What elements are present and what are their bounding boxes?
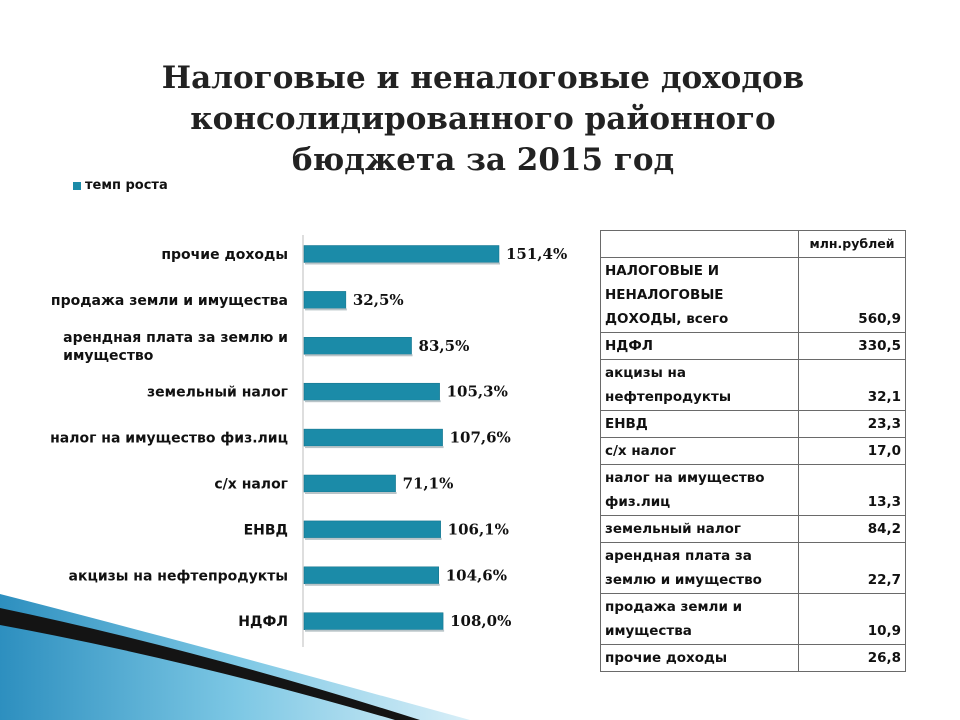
table-cell-value: 560,9 xyxy=(798,257,906,333)
value-label-1: 32,5% xyxy=(353,291,404,309)
bar-shadow-0 xyxy=(305,262,500,265)
table-label-line: налог на имущество xyxy=(605,470,765,486)
category-label-8-0: НДФЛ xyxy=(238,614,288,630)
table-row: ЕНВД 23,3 xyxy=(600,410,906,438)
table-row: арендная плата за землю и имущество 22,7 xyxy=(600,542,906,594)
bar-4 xyxy=(303,428,443,447)
table-cell-label: НАЛОГОВЫЕ И НЕНАЛОГОВЫЕ ДОХОДЫ, всего xyxy=(600,257,799,333)
bar-group: 151,4% прочие доходы 32,5% продажа земли и … xyxy=(50,245,567,632)
page-title: Налоговые и неналоговые доходов консолид… xyxy=(0,58,960,181)
table-row: прочие доходы 26,8 xyxy=(600,644,906,672)
table-cell-value: 17,0 xyxy=(798,437,906,465)
table-label-line: с/х налог xyxy=(605,443,676,459)
table-label-line: акцизы на xyxy=(605,365,686,381)
bar-7 xyxy=(303,566,439,585)
chart-legend: темп роста xyxy=(73,178,168,193)
bar-shadow-7 xyxy=(305,583,440,586)
category-label-2-1: имущество xyxy=(63,348,154,364)
table-label-line: арендная плата за xyxy=(605,548,752,564)
table-label-line: нефтепродукты xyxy=(605,389,732,405)
table-cell-label: арендная плата за землю и имущество xyxy=(600,542,799,594)
value-label-5: 71,1% xyxy=(403,475,454,493)
table-cell-label: земельный налог xyxy=(600,515,799,543)
table-row: акцизы на нефтепродукты 32,1 xyxy=(600,359,906,411)
bar-chart: 151,4% прочие доходы 32,5% продажа земли и … xyxy=(50,235,567,647)
bar-1 xyxy=(303,291,347,309)
table-cell-value: 23,3 xyxy=(798,410,906,438)
table-cell-label: продажа земли и имущества xyxy=(600,593,799,645)
bar-shadow-6 xyxy=(305,537,442,540)
title-line-1: Налоговые и неналоговые доходов xyxy=(161,60,805,96)
table-cell-value: 26,8 xyxy=(798,644,906,672)
table-cell-value: 32,1 xyxy=(798,359,906,411)
table-row: налог на имущество физ.лиц 13,3 xyxy=(600,464,906,516)
legend-label: темп роста xyxy=(85,178,168,193)
table-cell-value: 330,5 xyxy=(798,332,906,360)
bar-2 xyxy=(303,337,412,355)
table-label-line: ЕНВД xyxy=(605,416,648,432)
table-label-line: землю и имущество xyxy=(605,572,762,588)
category-label-5-0: с/х налог xyxy=(214,477,288,493)
table-cell-label: с/х налог xyxy=(600,437,799,465)
table-unit-row: млн.рублей xyxy=(600,230,906,258)
table-unit-spacer xyxy=(600,230,799,258)
bar-shadow-4 xyxy=(305,446,444,449)
bar-6 xyxy=(303,520,441,539)
table-cell-value: 22,7 xyxy=(798,542,906,594)
table-cell-label: НДФЛ xyxy=(600,332,799,360)
table-cell-label: прочие доходы xyxy=(600,644,799,672)
category-label-7-0: акцизы на нефтепродукты xyxy=(69,568,289,584)
table-label-line: ДОХОДЫ, всего xyxy=(605,311,729,327)
table-label-line: продажа земли и xyxy=(605,599,743,615)
bar-5 xyxy=(303,474,396,493)
title-line-2: консолидированного районного xyxy=(190,101,776,137)
table-label-line: НДФЛ xyxy=(605,338,653,354)
bar-shadow-2 xyxy=(305,354,413,357)
value-label-2: 83,5% xyxy=(419,337,470,355)
value-label-4: 107,6% xyxy=(450,429,511,447)
value-label-7: 104,6% xyxy=(446,566,507,584)
value-label-8: 108,0% xyxy=(450,612,511,630)
table-unit-label: млн.рублей xyxy=(798,230,906,258)
bar-shadow-3 xyxy=(305,400,441,403)
value-label-6: 106,1% xyxy=(448,520,509,538)
bar-3 xyxy=(303,382,440,401)
value-label-0: 151,4% xyxy=(506,245,567,263)
value-label-3: 105,3% xyxy=(447,383,508,401)
table-label-line: прочие доходы xyxy=(605,650,728,666)
table-row: с/х налог 17,0 xyxy=(600,437,906,465)
table-cell-value: 10,9 xyxy=(798,593,906,645)
table-label-line: земельный налог xyxy=(605,521,741,537)
bar-8 xyxy=(303,612,444,630)
table-cell-label: ЕНВД xyxy=(600,410,799,438)
title-line-3: бюджета за 2015 год xyxy=(291,142,675,178)
table-cell-label: налог на имущество физ.лиц xyxy=(600,464,799,516)
table-row: НАЛОГОВЫЕ И НЕНАЛОГОВЫЕ ДОХОДЫ, всего 560,9 xyxy=(600,257,906,333)
table-label-line: НАЛОГОВЫЕ И xyxy=(605,263,720,279)
table-cell-value: 13,3 xyxy=(798,464,906,516)
bar-shadow-1 xyxy=(305,308,347,311)
category-label-0-0: прочие доходы xyxy=(161,247,288,263)
table-label-line: НЕНАЛОГОВЫЕ xyxy=(605,287,724,303)
table-row: НДФЛ 330,5 xyxy=(600,332,906,360)
bar-shadow-5 xyxy=(305,492,397,494)
bar-0 xyxy=(303,245,500,263)
legend-swatch xyxy=(73,181,81,190)
table-label-line: имущества xyxy=(605,623,692,639)
category-label-6-0: ЕНВД xyxy=(244,522,288,538)
table-row: продажа земли и имущества 10,9 xyxy=(600,593,906,645)
income-table: млн.рублей НАЛОГОВЫЕ И НЕНАЛОГОВЫЕ ДОХОДЫ,… xyxy=(600,230,906,672)
category-label-1-0: продажа земли и имущества xyxy=(51,293,288,309)
category-label-3-0: земельный налог xyxy=(147,385,288,401)
table-cell-value: 84,2 xyxy=(798,515,906,543)
table-cell-label: акцизы на нефтепродукты xyxy=(600,359,799,411)
table-row: земельный налог 84,2 xyxy=(600,515,906,543)
category-label-4-0: налог на имущество физ.лиц xyxy=(50,431,288,447)
bar-shadow-8 xyxy=(305,629,445,632)
table-label-line: физ.лиц xyxy=(605,494,671,510)
category-label-2-0: арендная плата за землю и xyxy=(63,330,288,346)
